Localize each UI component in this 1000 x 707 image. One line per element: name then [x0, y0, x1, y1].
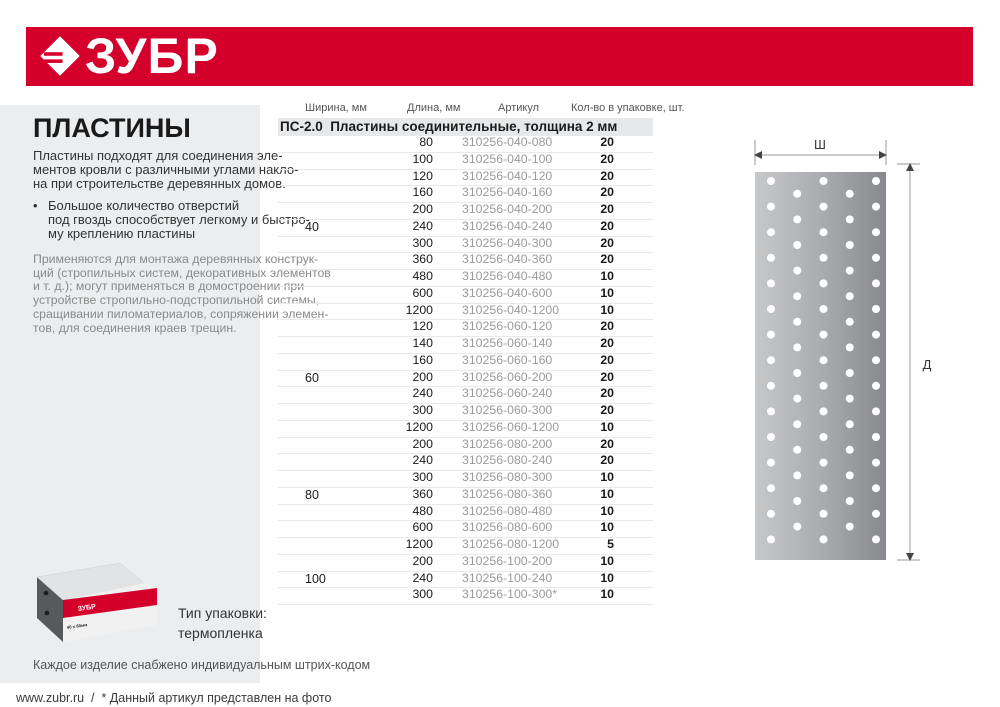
svg-text:Д: Д [923, 357, 932, 372]
svg-text:Ш: Ш [814, 137, 826, 152]
